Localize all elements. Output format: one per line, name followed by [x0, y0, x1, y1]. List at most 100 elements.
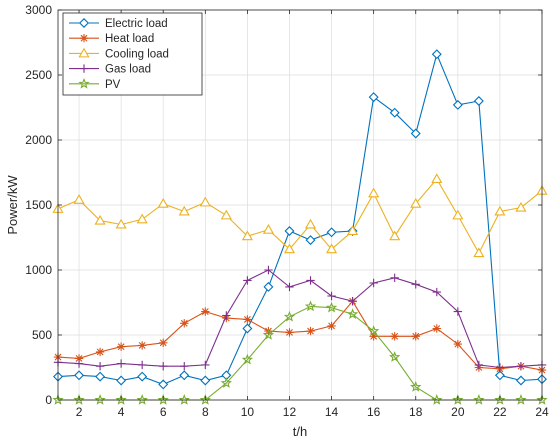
- data-point: [432, 324, 441, 333]
- legend-marker: [79, 64, 89, 73]
- data-point: [74, 359, 84, 368]
- x-tick-label: 6: [160, 405, 167, 419]
- legend-marker: [79, 34, 89, 43]
- data-point: [285, 328, 294, 337]
- data-point: [305, 235, 316, 246]
- series-layer: [52, 49, 548, 405]
- data-point: [73, 194, 85, 204]
- series-gas-load: [53, 265, 547, 372]
- y-tick-label: 0: [45, 393, 52, 407]
- data-point: [431, 173, 443, 184]
- data-point: [452, 209, 464, 220]
- data-point: [178, 394, 190, 405]
- legend-entry: Heat load: [69, 33, 154, 45]
- data-point: [159, 362, 168, 371]
- data-point: [306, 326, 315, 336]
- legend-entry: Gas load: [69, 64, 151, 76]
- data-point: [304, 300, 317, 312]
- data-point: [453, 339, 463, 349]
- data-point: [262, 223, 275, 234]
- data-point: [157, 394, 169, 405]
- y-tick-label: 1000: [25, 263, 52, 277]
- data-point: [411, 280, 420, 289]
- data-point: [368, 325, 380, 336]
- data-point: [368, 92, 379, 103]
- data-point: [432, 287, 441, 297]
- x-axis-label: t/h: [293, 424, 307, 439]
- legend-label: PV: [105, 79, 121, 91]
- data-point: [389, 107, 400, 118]
- data-point: [410, 197, 422, 208]
- x-tick-label: 16: [367, 405, 381, 419]
- data-point: [369, 332, 378, 341]
- data-point: [180, 319, 189, 328]
- data-point: [453, 307, 463, 316]
- data-point: [137, 360, 147, 370]
- y-tick-label: 2500: [25, 68, 52, 82]
- x-tick-label: 18: [409, 405, 423, 419]
- data-point: [536, 394, 548, 405]
- data-point: [115, 394, 127, 405]
- data-point: [325, 243, 338, 254]
- data-point: [389, 230, 401, 241]
- data-point: [222, 311, 231, 320]
- data-point: [220, 377, 232, 388]
- data-point: [157, 197, 169, 208]
- data-point: [327, 321, 336, 331]
- data-point: [137, 341, 147, 350]
- legend-marker: [78, 47, 90, 58]
- data-point: [411, 332, 420, 341]
- data-point: [201, 307, 210, 316]
- data-point: [284, 226, 295, 236]
- data-point: [136, 394, 148, 405]
- x-tick-label: 20: [451, 405, 465, 419]
- data-point: [199, 394, 211, 405]
- data-point: [116, 375, 127, 386]
- x-tick-label: 2: [76, 405, 83, 419]
- legend-marker: [78, 77, 90, 89]
- legend-marker: [79, 18, 89, 28]
- series-cooling-load: [52, 173, 548, 258]
- data-point: [178, 205, 190, 216]
- data-point: [159, 338, 168, 347]
- data-point: [494, 205, 506, 216]
- y-axis-label: Power/kW: [5, 175, 20, 235]
- data-point: [494, 394, 506, 405]
- data-point: [368, 187, 380, 198]
- data-point: [515, 201, 527, 212]
- data-point: [180, 362, 189, 371]
- data-point: [369, 278, 378, 288]
- data-point: [473, 96, 484, 106]
- data-point: [389, 351, 401, 362]
- data-point: [431, 394, 443, 405]
- data-point: [326, 227, 337, 238]
- data-point: [241, 230, 253, 241]
- x-tick-label: 4: [118, 405, 125, 419]
- legend-label: Gas load: [105, 64, 151, 76]
- data-point: [95, 362, 105, 371]
- data-point: [283, 310, 296, 322]
- data-point: [94, 394, 106, 405]
- data-point: [325, 301, 338, 313]
- data-point: [410, 381, 422, 392]
- data-point: [116, 359, 126, 368]
- data-point: [179, 370, 190, 381]
- data-point: [73, 394, 85, 405]
- data-point: [220, 209, 232, 220]
- data-point: [199, 196, 211, 207]
- data-point: [473, 394, 485, 405]
- data-point: [243, 276, 252, 285]
- data-point: [263, 281, 274, 292]
- data-point: [283, 243, 296, 254]
- legend-entry: Cooling load: [69, 47, 169, 60]
- legend-label: Cooling load: [105, 48, 169, 60]
- y-tick-label: 500: [32, 328, 52, 342]
- data-point: [474, 360, 484, 370]
- x-tick-label: 22: [493, 405, 507, 419]
- y-tick-label: 2000: [25, 133, 52, 147]
- data-point: [242, 323, 253, 334]
- data-point: [136, 213, 148, 224]
- x-tick-label: 24: [535, 405, 549, 419]
- data-point: [74, 370, 85, 381]
